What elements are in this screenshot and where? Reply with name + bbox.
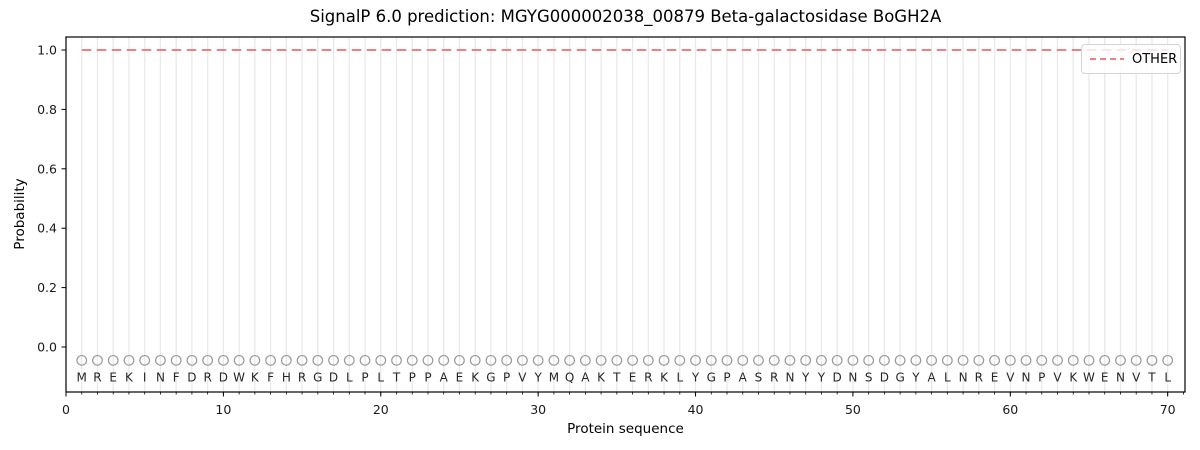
axis-ticks bbox=[61, 49, 1184, 397]
svg-text:30: 30 bbox=[530, 402, 546, 417]
legend: OTHER bbox=[1081, 44, 1181, 74]
svg-text:W: W bbox=[1083, 371, 1095, 385]
svg-text:Y: Y bbox=[691, 371, 700, 385]
svg-text:Y: Y bbox=[817, 371, 826, 385]
svg-text:Q: Q bbox=[565, 371, 574, 385]
svg-text:60: 60 bbox=[1002, 402, 1018, 417]
svg-text:R: R bbox=[298, 371, 306, 385]
svg-text:L: L bbox=[1164, 371, 1171, 385]
svg-text:V: V bbox=[518, 371, 527, 385]
svg-text:N: N bbox=[1022, 371, 1031, 385]
x-tick-labels: 0 10 20 30 40 50 60 70 bbox=[62, 402, 1176, 417]
svg-text:D: D bbox=[880, 371, 889, 385]
svg-text:K: K bbox=[251, 371, 260, 385]
svg-text:0.4: 0.4 bbox=[37, 221, 57, 236]
svg-text:S: S bbox=[755, 371, 763, 385]
svg-text:R: R bbox=[93, 371, 101, 385]
chart-title: SignalP 6.0 prediction: MGYG000002038_00… bbox=[309, 7, 942, 26]
svg-text:T: T bbox=[1147, 371, 1156, 385]
residue-markers bbox=[76, 354, 1174, 366]
svg-text:P: P bbox=[1038, 371, 1045, 385]
svg-text:1.0: 1.0 bbox=[37, 43, 57, 58]
svg-text:20: 20 bbox=[373, 402, 389, 417]
svg-text:P: P bbox=[503, 371, 510, 385]
svg-text:G: G bbox=[707, 371, 716, 385]
svg-text:T: T bbox=[392, 371, 401, 385]
svg-text:A: A bbox=[928, 371, 937, 385]
svg-text:50: 50 bbox=[845, 402, 861, 417]
svg-text:G: G bbox=[895, 371, 904, 385]
svg-text:A: A bbox=[581, 371, 590, 385]
svg-text:G: G bbox=[313, 371, 322, 385]
svg-text:0.0: 0.0 bbox=[37, 340, 57, 355]
svg-text:K: K bbox=[597, 371, 606, 385]
svg-text:R: R bbox=[770, 371, 778, 385]
svg-text:D: D bbox=[219, 371, 228, 385]
svg-text:M: M bbox=[549, 371, 559, 385]
svg-text:M: M bbox=[77, 371, 87, 385]
svg-text:P: P bbox=[409, 371, 416, 385]
svg-text:A: A bbox=[739, 371, 748, 385]
y-axis-label: Probability bbox=[12, 178, 28, 250]
x-axis-label: Protein sequence bbox=[567, 421, 684, 437]
svg-text:E: E bbox=[629, 371, 637, 385]
svg-text:0: 0 bbox=[62, 402, 70, 417]
svg-text:Y: Y bbox=[911, 371, 920, 385]
svg-text:P: P bbox=[361, 371, 368, 385]
svg-text:F: F bbox=[173, 371, 180, 385]
svg-text:D: D bbox=[187, 371, 196, 385]
svg-text:V: V bbox=[1132, 371, 1141, 385]
svg-text:A: A bbox=[440, 371, 449, 385]
svg-text:L: L bbox=[944, 371, 951, 385]
svg-text:N: N bbox=[1116, 371, 1125, 385]
svg-text:V: V bbox=[1053, 371, 1062, 385]
svg-text:K: K bbox=[1069, 371, 1078, 385]
svg-text:40: 40 bbox=[688, 402, 704, 417]
svg-text:K: K bbox=[471, 371, 480, 385]
svg-text:V: V bbox=[1006, 371, 1015, 385]
svg-text:N: N bbox=[785, 371, 794, 385]
svg-text:N: N bbox=[848, 371, 857, 385]
svg-text:0.8: 0.8 bbox=[37, 102, 57, 117]
svg-text:E: E bbox=[456, 371, 464, 385]
svg-text:10: 10 bbox=[215, 402, 231, 417]
svg-text:P: P bbox=[723, 371, 730, 385]
svg-text:E: E bbox=[1101, 371, 1109, 385]
svg-text:D: D bbox=[833, 371, 842, 385]
svg-text:I: I bbox=[143, 371, 147, 385]
svg-text:L: L bbox=[346, 371, 353, 385]
svg-text:G: G bbox=[486, 371, 495, 385]
svg-text:N: N bbox=[959, 371, 968, 385]
plot-spines bbox=[65, 36, 1186, 393]
svg-text:R: R bbox=[975, 371, 983, 385]
svg-text:R: R bbox=[644, 371, 652, 385]
svg-text:W: W bbox=[233, 371, 245, 385]
svg-text:F: F bbox=[267, 371, 274, 385]
svg-text:0.6: 0.6 bbox=[37, 161, 57, 176]
svg-text:K: K bbox=[125, 371, 134, 385]
legend-dashed-line-icon bbox=[1090, 58, 1124, 60]
svg-text:H: H bbox=[282, 371, 291, 385]
svg-text:P: P bbox=[424, 371, 431, 385]
svg-text:R: R bbox=[203, 371, 211, 385]
legend-label: OTHER bbox=[1132, 51, 1178, 67]
svg-text:0.2: 0.2 bbox=[37, 280, 57, 295]
svg-text:Y: Y bbox=[801, 371, 810, 385]
svg-text:70: 70 bbox=[1160, 402, 1176, 417]
svg-text:E: E bbox=[991, 371, 999, 385]
svg-text:D: D bbox=[329, 371, 338, 385]
svg-text:E: E bbox=[109, 371, 117, 385]
y-tick-labels: 0.0 0.2 0.4 0.6 0.8 1.0 bbox=[37, 43, 57, 355]
svg-text:Y: Y bbox=[533, 371, 542, 385]
svg-text:N: N bbox=[156, 371, 165, 385]
svg-text:L: L bbox=[377, 371, 384, 385]
svg-text:L: L bbox=[676, 371, 683, 385]
gridlines bbox=[81, 37, 1169, 392]
svg-text:T: T bbox=[612, 371, 621, 385]
svg-text:K: K bbox=[660, 371, 669, 385]
svg-text:S: S bbox=[865, 371, 873, 385]
